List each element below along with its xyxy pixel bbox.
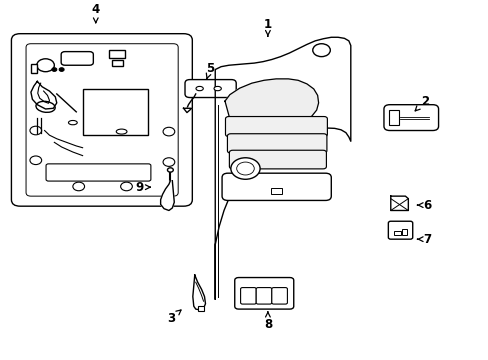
Text: 7: 7 (417, 233, 430, 246)
Bar (388, 110, 398, 126)
Text: 2: 2 (414, 95, 428, 111)
Polygon shape (390, 196, 407, 211)
Ellipse shape (68, 121, 77, 125)
Polygon shape (31, 81, 57, 109)
Circle shape (121, 182, 132, 191)
FancyBboxPatch shape (383, 105, 438, 131)
Ellipse shape (214, 86, 221, 91)
Bar (31, 64, 37, 73)
Bar (393, 230, 400, 235)
Circle shape (73, 182, 84, 191)
Polygon shape (160, 181, 174, 211)
FancyBboxPatch shape (61, 51, 93, 65)
Circle shape (167, 168, 173, 172)
FancyBboxPatch shape (11, 34, 192, 206)
Bar (109, 50, 124, 58)
Text: 3: 3 (167, 310, 181, 325)
Circle shape (163, 158, 174, 166)
Circle shape (30, 156, 41, 165)
Text: 8: 8 (263, 312, 271, 331)
FancyBboxPatch shape (184, 80, 236, 98)
FancyBboxPatch shape (222, 173, 330, 201)
Circle shape (59, 68, 64, 71)
Circle shape (30, 126, 41, 135)
Circle shape (230, 158, 260, 179)
Circle shape (312, 44, 330, 57)
Bar (197, 306, 203, 311)
Circle shape (163, 127, 174, 136)
Polygon shape (215, 37, 350, 299)
Bar (112, 60, 122, 66)
FancyBboxPatch shape (225, 117, 327, 136)
Ellipse shape (196, 86, 203, 91)
FancyBboxPatch shape (229, 150, 326, 169)
FancyBboxPatch shape (387, 221, 412, 239)
Circle shape (236, 162, 254, 175)
Text: 5: 5 (206, 62, 214, 78)
Text: 1: 1 (264, 18, 271, 36)
Ellipse shape (116, 129, 127, 134)
Bar (271, 188, 282, 194)
FancyBboxPatch shape (271, 288, 287, 304)
FancyBboxPatch shape (234, 278, 293, 309)
Polygon shape (192, 275, 205, 310)
Ellipse shape (36, 101, 55, 112)
Polygon shape (183, 108, 191, 113)
FancyBboxPatch shape (46, 164, 151, 181)
Text: 6: 6 (417, 199, 430, 212)
FancyBboxPatch shape (256, 288, 271, 304)
Bar (402, 229, 407, 234)
Text: 9: 9 (135, 181, 150, 194)
Circle shape (37, 59, 54, 72)
Bar (82, 89, 148, 135)
Polygon shape (224, 79, 318, 126)
Circle shape (52, 68, 57, 71)
Text: 4: 4 (91, 3, 100, 23)
FancyBboxPatch shape (240, 288, 256, 304)
FancyBboxPatch shape (227, 134, 326, 153)
